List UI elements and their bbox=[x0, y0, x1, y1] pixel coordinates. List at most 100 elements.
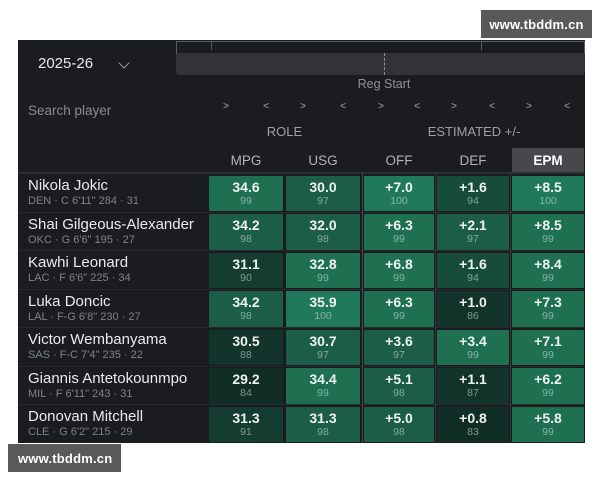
player-name[interactable]: Shai Gilgeous-Alexander bbox=[28, 215, 194, 233]
player-meta: DEN · C 6'11" 284 · 31 bbox=[28, 195, 139, 207]
group-divider bbox=[362, 173, 363, 443]
stats-panel: 2025-26 Reg Start Search player > < > < > < > <… bbox=[18, 40, 585, 443]
stat-percentile: 94 bbox=[467, 194, 479, 207]
stat-percentile: 98 bbox=[393, 387, 405, 400]
table-row[interactable]: Shai Gilgeous-Alexander OKC · G 6'6" 195 … bbox=[18, 211, 585, 251]
stat-percentile: 97 bbox=[317, 348, 329, 361]
sort-asc-mpg[interactable]: > bbox=[223, 101, 229, 112]
player-meta: CLE · G 6'2" 215 · 29 bbox=[28, 426, 133, 438]
stat-cell-usg: 31.3 98 bbox=[286, 406, 360, 442]
stat-cell-mpg: 31.1 90 bbox=[209, 252, 283, 288]
column-header-def[interactable]: DEF bbox=[459, 152, 487, 168]
table-row[interactable]: Giannis Antetokounmpo MIL · F 6'11" 243 ·… bbox=[18, 365, 585, 405]
slider-track[interactable] bbox=[176, 53, 585, 75]
stat-cell-off: +6.8 99 bbox=[364, 252, 434, 288]
stat-cell-def: +0.8 83 bbox=[437, 406, 509, 442]
stat-percentile: 99 bbox=[542, 425, 554, 438]
table-row[interactable]: Luka Doncic LAL · F-G 6'8" 230 · 27 34.2 98… bbox=[18, 288, 585, 328]
stat-cell-def: +3.4 99 bbox=[437, 329, 509, 365]
sort-desc-off[interactable]: < bbox=[414, 101, 420, 112]
player-name[interactable]: Nikola Jokic bbox=[28, 177, 109, 194]
column-header-usg[interactable]: USG bbox=[308, 152, 338, 168]
player-name[interactable]: Luka Doncic bbox=[28, 292, 111, 310]
table-row[interactable]: Nikola Jokic DEN · C 6'11" 284 · 31 34.6 99… bbox=[18, 173, 585, 212]
stat-cell-mpg: 34.2 98 bbox=[209, 214, 283, 250]
player-meta: LAL · F-G 6'8" 230 · 27 bbox=[28, 310, 141, 323]
player-meta: MIL · F 6'11" 243 · 31 bbox=[28, 387, 133, 400]
stat-cell-mpg: 34.6 99 bbox=[209, 175, 283, 211]
stat-value: +6.2 bbox=[534, 371, 562, 388]
sort-asc-def[interactable]: > bbox=[451, 101, 457, 112]
table-row[interactable]: Victor Wembanyama SAS · F-C 7'4" 235 · 22… bbox=[18, 327, 585, 366]
stat-cell-usg: 34.4 99 bbox=[286, 368, 360, 404]
column-header-off[interactable]: OFF bbox=[385, 152, 413, 168]
sort-desc-usg[interactable]: < bbox=[340, 101, 346, 112]
reg-start-label: Reg Start bbox=[357, 77, 411, 91]
stat-cell-off: +6.3 99 bbox=[364, 214, 434, 250]
search-input[interactable]: Search player bbox=[28, 103, 112, 118]
sort-asc-usg[interactable]: > bbox=[300, 101, 306, 112]
season-dropdown[interactable]: 2025-26 bbox=[28, 48, 138, 78]
stat-cell-off: +6.3 99 bbox=[364, 291, 434, 327]
stat-value: 31.3 bbox=[309, 409, 337, 426]
stat-percentile: 88 bbox=[240, 348, 252, 361]
stat-cell-epm: +6.2 99 bbox=[512, 368, 584, 404]
stat-percentile: 99 bbox=[393, 233, 405, 246]
slider-tick bbox=[211, 41, 212, 50]
column-header-epm[interactable]: EPM bbox=[512, 148, 584, 172]
stat-percentile: 100 bbox=[539, 194, 557, 207]
stat-cell-mpg: 31.3 91 bbox=[209, 406, 283, 442]
column-header-mpg[interactable]: MPG bbox=[230, 152, 262, 168]
stat-value: +8.4 bbox=[534, 255, 562, 272]
table-row[interactable]: Donovan Mitchell CLE · G 6'2" 215 · 29 31.… bbox=[18, 404, 585, 443]
player-name[interactable]: Victor Wembanyama bbox=[28, 331, 167, 348]
stat-cell-usg: 32.8 99 bbox=[286, 252, 360, 288]
stat-percentile: 99 bbox=[542, 348, 554, 361]
stat-percentile: 98 bbox=[317, 425, 329, 438]
stat-cell-def: +1.0 86 bbox=[437, 291, 509, 327]
sort-desc-mpg[interactable]: < bbox=[263, 101, 269, 112]
stat-percentile: 97 bbox=[467, 233, 479, 246]
stat-percentile: 94 bbox=[467, 271, 479, 284]
player-name[interactable]: Donovan Mitchell bbox=[28, 408, 144, 425]
stat-value: 30.0 bbox=[309, 178, 337, 195]
slider-tick bbox=[481, 41, 482, 50]
player-meta: LAC · F 6'6" 225 · 34 bbox=[28, 272, 131, 284]
stat-value: +1.1 bbox=[459, 371, 487, 388]
stat-value: 34.6 bbox=[232, 178, 260, 195]
stat-percentile: 90 bbox=[240, 271, 252, 284]
stat-percentile: 99 bbox=[393, 271, 405, 284]
stat-cell-mpg: 30.5 88 bbox=[209, 329, 283, 365]
slider-tick bbox=[176, 41, 177, 54]
stat-value: +6.8 bbox=[385, 255, 413, 272]
stat-value: 32.8 bbox=[309, 255, 337, 272]
stat-percentile: 98 bbox=[317, 233, 329, 246]
group-header-estimated: ESTIMATED +/- bbox=[427, 124, 521, 139]
stat-value: +6.3 bbox=[385, 294, 413, 311]
sort-asc-off[interactable]: > bbox=[378, 101, 384, 112]
stat-cell-usg: 32.0 98 bbox=[286, 214, 360, 250]
stat-value: 29.2 bbox=[232, 371, 260, 388]
stat-cell-usg: 30.7 97 bbox=[286, 329, 360, 365]
player-name[interactable]: Kawhi Leonard bbox=[28, 254, 129, 271]
stat-percentile: 83 bbox=[467, 425, 479, 438]
stat-value: 34.2 bbox=[232, 217, 260, 234]
date-range-slider[interactable]: Reg Start bbox=[176, 40, 585, 96]
stat-value: +6.3 bbox=[385, 217, 413, 234]
sort-desc-epm[interactable]: < bbox=[564, 101, 570, 112]
player-name[interactable]: Giannis Antetokounmpo bbox=[28, 369, 188, 387]
stat-cell-mpg: 34.2 98 bbox=[209, 291, 283, 327]
table-row[interactable]: Kawhi Leonard LAC · F 6'6" 225 · 34 31.1 90… bbox=[18, 250, 585, 289]
stat-value: +5.0 bbox=[385, 409, 413, 426]
stat-percentile: 97 bbox=[393, 348, 405, 361]
stat-cell-epm: +7.3 99 bbox=[512, 291, 584, 327]
sort-asc-epm[interactable]: > bbox=[526, 101, 532, 112]
sort-desc-def[interactable]: < bbox=[489, 101, 495, 112]
chevron-down-icon bbox=[120, 58, 130, 68]
stat-cell-off: +7.0 100 bbox=[364, 175, 434, 211]
stat-value: +2.1 bbox=[459, 217, 487, 234]
column-divider bbox=[510, 173, 511, 443]
stat-value: +7.1 bbox=[534, 332, 562, 349]
stat-percentile: 100 bbox=[390, 194, 408, 207]
